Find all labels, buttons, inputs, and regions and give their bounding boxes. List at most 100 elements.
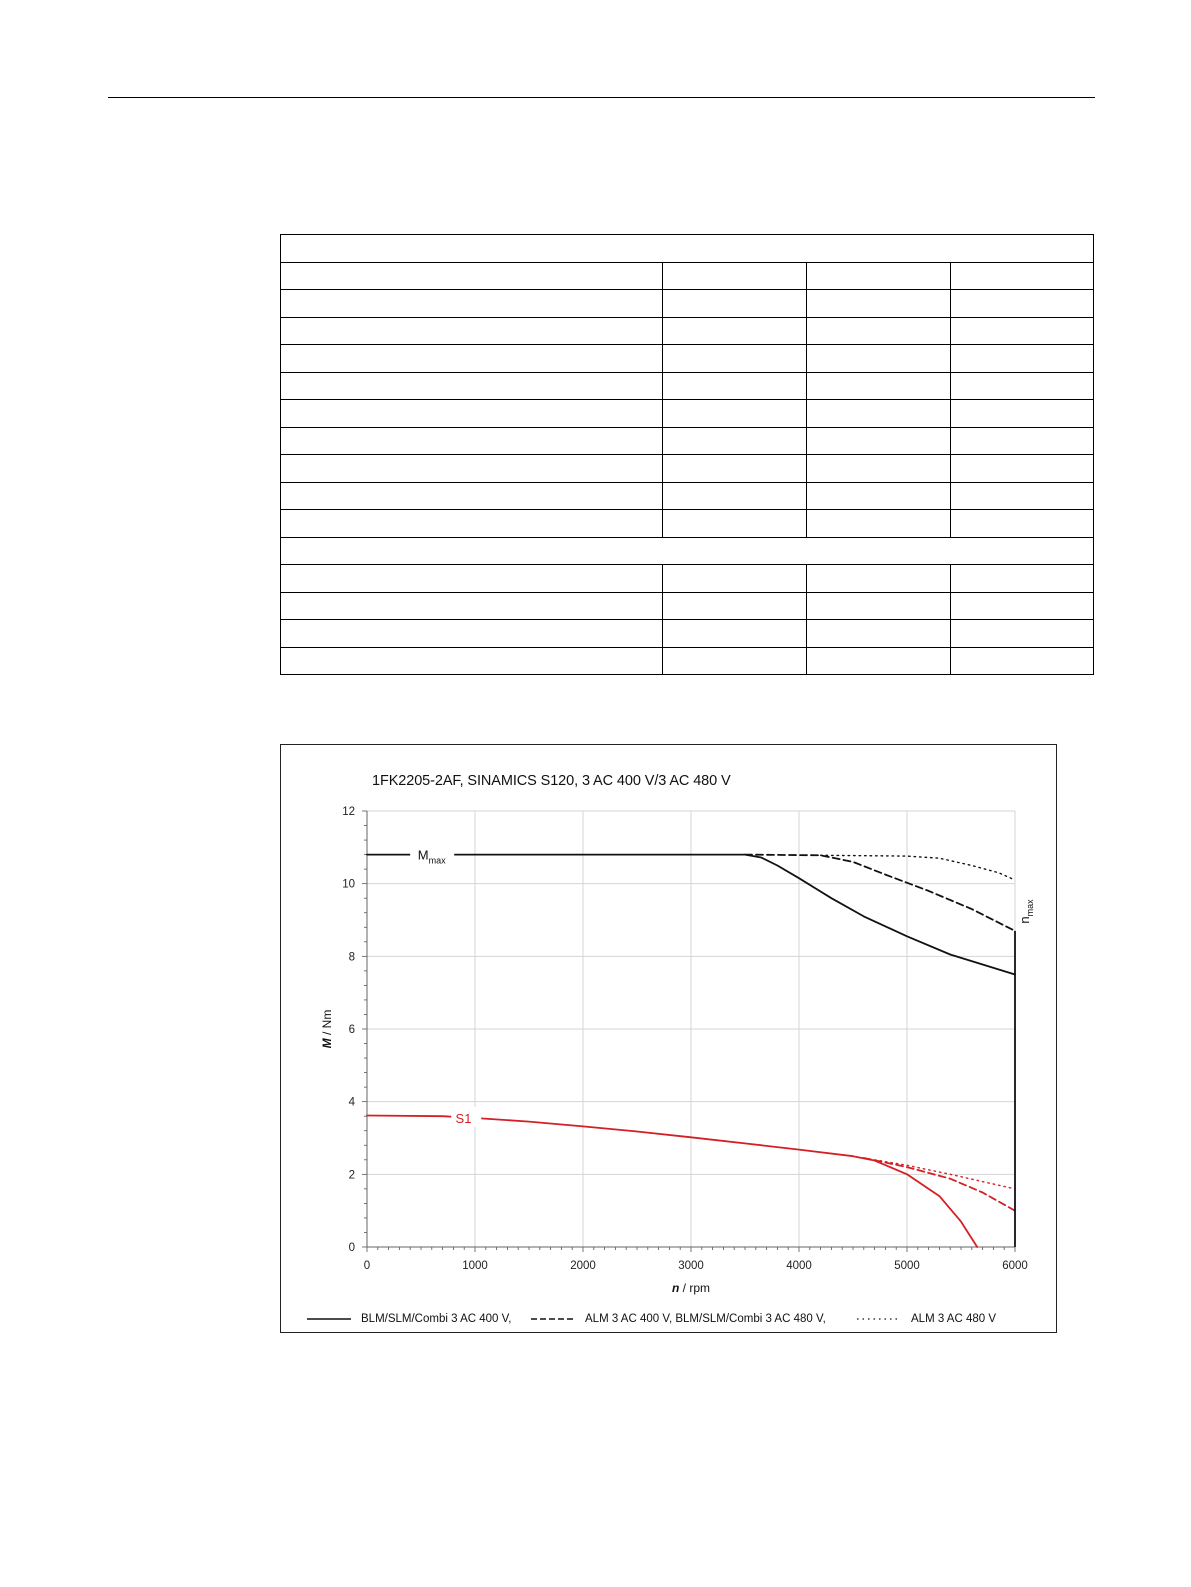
table-cell	[806, 289, 951, 318]
table-cell	[806, 481, 951, 510]
specification-table	[280, 234, 1094, 675]
table-cell	[950, 289, 1094, 318]
table-row	[280, 399, 1094, 428]
x-axis-label: n / rpm	[672, 1281, 710, 1295]
table-cell	[806, 454, 951, 483]
table-cell	[950, 344, 1094, 373]
table-cell	[806, 646, 951, 675]
table-cell	[950, 261, 1094, 290]
table-cell	[806, 399, 951, 428]
table-cell	[950, 646, 1094, 675]
table-row	[280, 289, 1094, 318]
table-cell	[280, 316, 663, 345]
table-cell	[950, 564, 1094, 593]
table-cell	[280, 371, 663, 400]
table-cell	[280, 536, 1094, 565]
legend-item: ALM 3 AC 480 V	[855, 1313, 996, 1325]
table-cell	[806, 316, 951, 345]
table-cell	[280, 646, 663, 675]
table-cell	[662, 399, 807, 428]
table-row	[280, 591, 1094, 620]
table-row	[280, 426, 1094, 455]
table-cell	[806, 426, 951, 455]
table-cell	[280, 619, 663, 648]
table-cell	[806, 619, 951, 648]
x-tick-label: 1000	[462, 1260, 488, 1272]
table-section-header	[280, 536, 1094, 565]
y-tick-label: 4	[349, 1097, 356, 1109]
table-cell	[950, 426, 1094, 455]
table-row	[280, 564, 1094, 593]
table-cell	[950, 481, 1094, 510]
table-row	[280, 619, 1094, 648]
table-cell	[950, 619, 1094, 648]
series-line-mmax-dashed	[744, 853, 1016, 932]
table-row	[280, 316, 1094, 345]
table-cell	[950, 509, 1094, 538]
table-row	[280, 646, 1094, 675]
table-cell	[662, 344, 807, 373]
table-cell	[280, 454, 663, 483]
mmax-label: Mmax	[418, 848, 446, 866]
table-cell	[950, 454, 1094, 483]
table-row	[280, 344, 1094, 373]
table-cell	[662, 646, 807, 675]
table-row	[280, 481, 1094, 510]
series-line-s1-solid	[366, 1114, 979, 1248]
table-cell	[662, 261, 807, 290]
table-cell	[280, 481, 663, 510]
table-cell	[280, 399, 663, 428]
table-cell	[662, 591, 807, 620]
table-cell	[280, 344, 663, 373]
x-tick-label: 2000	[570, 1260, 596, 1272]
table-cell	[280, 509, 663, 538]
legend-item: BLM/SLM/Combi 3 AC 400 V,	[305, 1313, 511, 1325]
s1-label-background	[451, 1107, 482, 1128]
table-cell	[806, 344, 951, 373]
table-cell	[662, 371, 807, 400]
table-cell	[280, 289, 663, 318]
table-cell	[280, 591, 663, 620]
table-cell	[662, 454, 807, 483]
legend-swatch-solid	[307, 1318, 351, 1320]
legend-label: ALM 3 AC 480 V	[911, 1313, 997, 1325]
series-line-s1-dotted	[863, 1157, 1016, 1190]
nmax-label: nmax	[1017, 899, 1035, 924]
table-cell	[950, 371, 1094, 400]
chart-title: 1FK2205-2AF, SINAMICS S120, 3 AC 400 V/3…	[372, 773, 731, 789]
table-cell	[806, 591, 951, 620]
table-cell	[280, 564, 663, 593]
table-cell	[950, 591, 1094, 620]
y-tick-label: 6	[349, 1024, 355, 1036]
table-cell	[662, 481, 807, 510]
series-line-s1-dashed	[862, 1157, 1016, 1212]
y-tick-label: 12	[342, 806, 355, 818]
series-line-mmax-solid	[366, 853, 1016, 976]
legend-label: BLM/SLM/Combi 3 AC 400 V,	[361, 1313, 512, 1325]
table-row	[280, 454, 1094, 483]
table-cell	[280, 261, 663, 290]
y-tick-label: 2	[349, 1169, 355, 1181]
specification-table-body	[280, 234, 1094, 675]
torque-speed-chart: 1FK2205-2AF, SINAMICS S120, 3 AC 400 V/3…	[280, 744, 1057, 1333]
header-rule	[108, 97, 1095, 98]
chart-legend: BLM/SLM/Combi 3 AC 400 V, ALM 3 AC 400 V,…	[281, 1313, 1058, 1329]
table-cell	[806, 564, 951, 593]
x-tick-label: 5000	[894, 1260, 920, 1272]
mmax-label-background	[410, 844, 455, 865]
legend-swatch-dotted	[857, 1318, 901, 1320]
y-tick-label: 10	[342, 879, 355, 891]
table-cell	[806, 371, 951, 400]
table-cell	[950, 316, 1094, 345]
y-axis-label: M / Nm	[320, 1010, 334, 1049]
table-cell	[662, 509, 807, 538]
table-cell	[662, 564, 807, 593]
s1-label: S1	[456, 1111, 472, 1126]
table-row	[280, 261, 1094, 290]
x-tick-label: 4000	[786, 1260, 812, 1272]
table-row	[280, 509, 1094, 538]
table-cell	[806, 261, 951, 290]
y-tick-label: 8	[349, 951, 355, 963]
x-tick-label: 6000	[1002, 1260, 1028, 1272]
legend-item: ALM 3 AC 400 V, BLM/SLM/Combi 3 AC 480 V…	[529, 1313, 826, 1325]
